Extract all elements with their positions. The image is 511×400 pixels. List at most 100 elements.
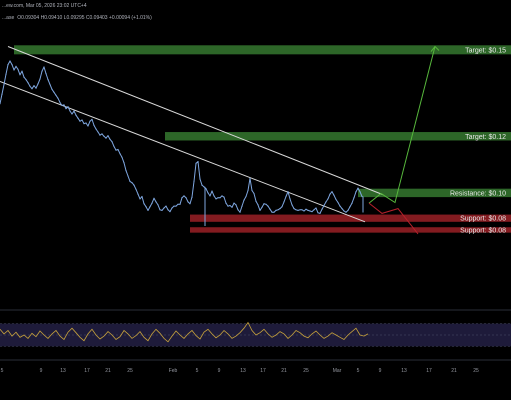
price-point <box>197 161 199 163</box>
price-point <box>325 201 327 203</box>
projection-up-line <box>368 46 436 204</box>
zone-label-3: Support: $0.08 <box>460 216 506 223</box>
price-point <box>123 162 125 164</box>
price-point <box>69 110 71 112</box>
price-point <box>279 208 281 210</box>
price-point <box>343 210 345 212</box>
price-point <box>253 192 255 195</box>
price-point <box>119 153 121 155</box>
price-point <box>281 206 283 208</box>
price-point <box>271 211 273 213</box>
price-point <box>173 205 175 207</box>
price-point <box>177 203 179 205</box>
price-point <box>209 195 211 197</box>
zone-target-1 <box>165 132 511 141</box>
price-point <box>179 203 181 205</box>
price-point <box>93 124 95 126</box>
price-point <box>289 198 291 200</box>
price-point <box>315 207 317 209</box>
price-point <box>73 110 75 112</box>
zone-label-1: Target: $0.12 <box>465 134 506 141</box>
price-point <box>5 73 7 75</box>
price-point <box>321 208 323 210</box>
price-point <box>311 211 313 213</box>
x-tick-label: 13 <box>60 368 66 374</box>
price-point <box>23 76 25 78</box>
price-point <box>151 202 153 204</box>
price-point <box>109 138 111 140</box>
price-point <box>11 64 13 66</box>
zone-label-4: Support: $0.08 <box>460 227 506 234</box>
price-point <box>263 203 265 205</box>
price-point <box>41 70 43 72</box>
price-point <box>167 209 169 211</box>
price-point <box>183 195 185 197</box>
price-point <box>237 209 239 211</box>
price-point <box>55 94 57 96</box>
price-point <box>307 209 309 211</box>
price-point <box>323 204 325 207</box>
price-point <box>229 204 231 207</box>
price-point <box>203 186 205 188</box>
price-point <box>21 70 23 72</box>
price-point <box>105 137 107 139</box>
price-point <box>319 212 321 214</box>
x-tick-label: 17 <box>84 368 90 374</box>
x-tick-label: 9 <box>40 368 43 374</box>
price-point <box>227 205 229 207</box>
price-point <box>201 184 203 186</box>
price-point <box>219 197 221 199</box>
price-point <box>335 198 337 201</box>
price-point <box>99 134 101 136</box>
price-point <box>269 208 271 210</box>
price-point <box>213 195 215 197</box>
x-tick-label: Mar <box>333 368 342 374</box>
price-point <box>45 73 47 75</box>
price-point <box>107 135 109 137</box>
price-point <box>309 210 311 212</box>
price-point <box>127 175 129 177</box>
price-point <box>327 198 329 200</box>
price-point <box>283 201 285 203</box>
price-point <box>159 209 161 211</box>
price-point <box>155 201 157 203</box>
price-point <box>329 193 331 195</box>
price-point <box>251 189 253 192</box>
price-point <box>57 97 59 99</box>
price-point <box>149 206 151 208</box>
price-point <box>215 198 217 200</box>
price-point <box>273 211 275 213</box>
price-point <box>257 204 259 206</box>
price-point <box>61 104 63 107</box>
price-point <box>175 205 177 207</box>
price-point <box>63 104 65 106</box>
price-point <box>25 79 27 81</box>
x-tick-label: 13 <box>401 368 407 374</box>
projection-up-arrowhead <box>430 45 440 52</box>
price-point <box>205 188 207 190</box>
price-point <box>79 120 81 122</box>
price-point <box>345 211 347 213</box>
price-point <box>249 177 251 179</box>
price-point <box>303 210 305 212</box>
zone-label-2: Resistance: $0.10 <box>450 190 506 197</box>
price-point <box>27 82 29 84</box>
price-point <box>95 128 97 130</box>
price-point <box>189 203 191 205</box>
price-point <box>89 120 91 122</box>
price-point <box>337 201 339 204</box>
price-point <box>135 188 137 190</box>
price-point <box>43 66 45 68</box>
price-point <box>331 191 333 193</box>
x-tick-label: 5 <box>1 368 4 374</box>
projection-down-line <box>368 202 419 235</box>
price-point <box>243 199 245 201</box>
price-point <box>339 205 341 207</box>
price-point <box>295 209 297 211</box>
x-tick-label: 9 <box>379 368 382 374</box>
x-tick-label: 5 <box>357 368 360 374</box>
price-point <box>161 209 163 211</box>
x-tick-label: 17 <box>260 368 266 374</box>
price-point <box>357 187 359 189</box>
